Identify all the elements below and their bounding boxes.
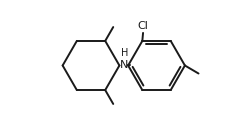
Text: H: H bbox=[121, 48, 128, 58]
Text: Cl: Cl bbox=[138, 21, 148, 31]
Text: N: N bbox=[120, 61, 129, 70]
